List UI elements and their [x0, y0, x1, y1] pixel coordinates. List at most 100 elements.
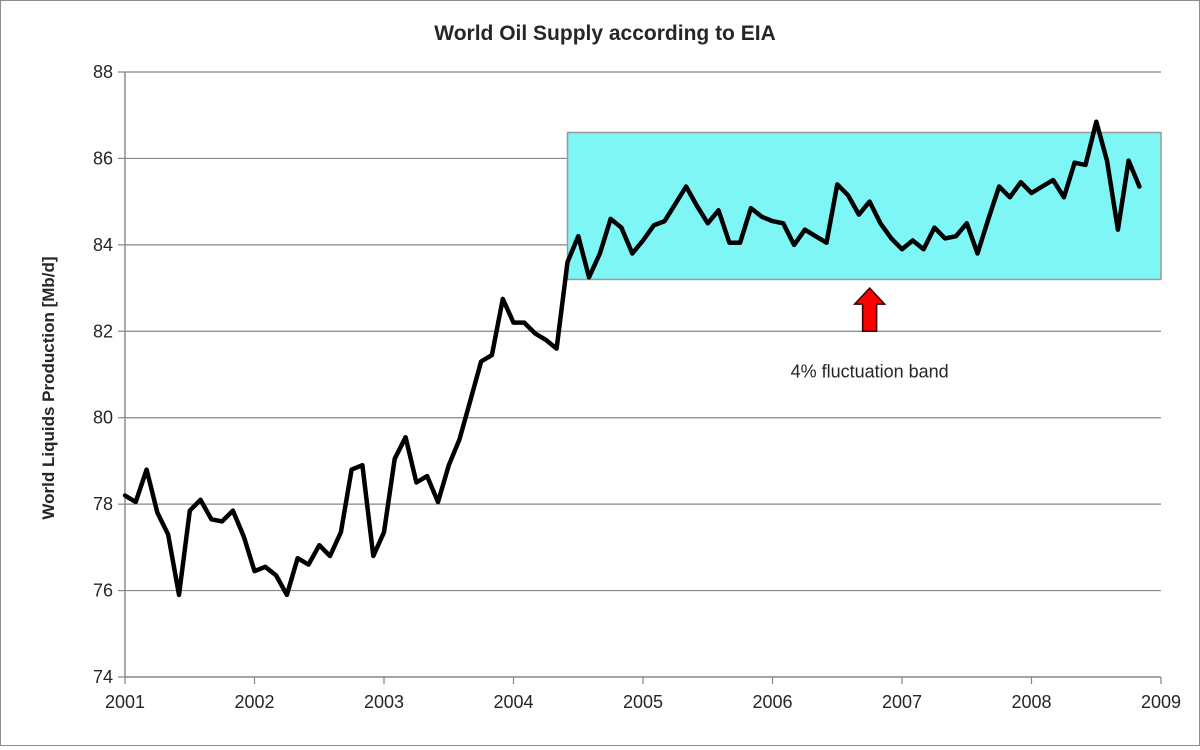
data-point	[599, 252, 601, 255]
data-point	[404, 436, 407, 438]
data-point	[318, 544, 321, 546]
data-point	[415, 481, 418, 484]
data-point	[545, 339, 547, 341]
x-tick-label: 2008	[1011, 692, 1051, 712]
data-point	[976, 252, 979, 255]
data-point	[901, 248, 903, 250]
data-point	[739, 241, 741, 244]
data-point	[1073, 161, 1076, 164]
y-tick-label: 76	[93, 581, 113, 601]
data-point	[771, 220, 774, 222]
data-point	[523, 321, 526, 324]
data-point	[577, 235, 580, 238]
data-point	[836, 183, 839, 186]
data-point	[955, 235, 957, 238]
data-point	[491, 354, 493, 356]
plot-area: 74 76 78 80 82 84 86 88 2001 2002 2003 2004 2005 2006…	[93, 62, 1181, 712]
data-point	[188, 509, 191, 512]
data-point	[1084, 164, 1087, 166]
data-point	[782, 222, 785, 225]
data-point	[847, 194, 849, 196]
data-point	[350, 468, 353, 471]
data-point	[447, 464, 450, 467]
x-tick-label: 2003	[364, 692, 404, 712]
data-point	[663, 220, 666, 222]
data-point	[750, 207, 752, 209]
data-point	[534, 332, 536, 335]
data-point	[124, 494, 126, 497]
y-tick-label: 74	[93, 667, 113, 687]
data-point	[825, 241, 828, 244]
data-point	[965, 222, 968, 225]
chart-title: World Oil Supply according to EIA	[434, 22, 775, 45]
data-point	[426, 475, 428, 477]
data-point	[1138, 185, 1141, 188]
data-point	[1019, 181, 1022, 183]
data-point	[1106, 159, 1108, 162]
x-tick-label: 2005	[623, 692, 663, 712]
data-point	[642, 239, 644, 242]
data-point	[868, 200, 871, 203]
y-tick-label: 78	[93, 494, 113, 514]
data-point	[879, 222, 882, 225]
data-point	[501, 298, 504, 300]
data-point	[1117, 228, 1119, 231]
data-point	[199, 499, 202, 501]
data-point	[760, 215, 763, 218]
data-point	[286, 594, 288, 596]
data-point	[221, 520, 223, 523]
data-point	[728, 241, 731, 244]
data-point	[1030, 192, 1033, 194]
data-point	[458, 438, 461, 441]
data-point	[480, 360, 482, 363]
x-tick-label: 2002	[234, 692, 274, 712]
data-point	[437, 501, 439, 503]
data-point	[922, 248, 925, 250]
data-point	[696, 205, 698, 207]
data-point	[1095, 120, 1098, 123]
data-point	[307, 563, 310, 566]
data-point	[911, 239, 914, 242]
data-point	[145, 468, 148, 471]
data-point	[329, 555, 331, 557]
data-point	[793, 244, 795, 246]
data-point	[361, 464, 364, 467]
data-point	[1052, 179, 1054, 181]
data-point	[134, 501, 137, 503]
data-point	[706, 222, 709, 225]
data-point	[393, 457, 396, 460]
y-axis-label: World Liquids Production [Mb/d]	[39, 256, 58, 519]
data-point	[987, 218, 990, 220]
data-point	[275, 574, 277, 577]
data-point	[944, 237, 946, 240]
data-point	[1009, 196, 1011, 199]
data-point	[566, 261, 569, 263]
y-tick-label: 88	[93, 62, 113, 82]
data-point	[933, 226, 936, 229]
data-point	[890, 237, 893, 240]
y-tick-label: 82	[93, 321, 113, 341]
data-point	[1127, 159, 1130, 162]
data-point	[512, 321, 515, 324]
data-point	[609, 218, 612, 220]
data-point	[156, 511, 159, 514]
data-point	[814, 235, 817, 238]
data-point	[804, 228, 806, 231]
data-point	[340, 531, 342, 534]
data-point	[555, 347, 558, 350]
y-tick-label: 86	[93, 148, 113, 168]
data-point	[167, 533, 169, 536]
data-point	[253, 570, 256, 572]
x-tick-label: 2004	[493, 692, 533, 712]
data-point	[858, 213, 860, 216]
data-point	[588, 276, 590, 279]
data-point	[631, 252, 634, 255]
data-point	[296, 557, 299, 559]
x-tick-label: 2009	[1141, 692, 1181, 712]
data-point	[372, 555, 375, 557]
data-point	[685, 185, 687, 188]
data-point	[674, 203, 677, 205]
data-point	[264, 566, 267, 568]
data-point	[469, 399, 472, 402]
